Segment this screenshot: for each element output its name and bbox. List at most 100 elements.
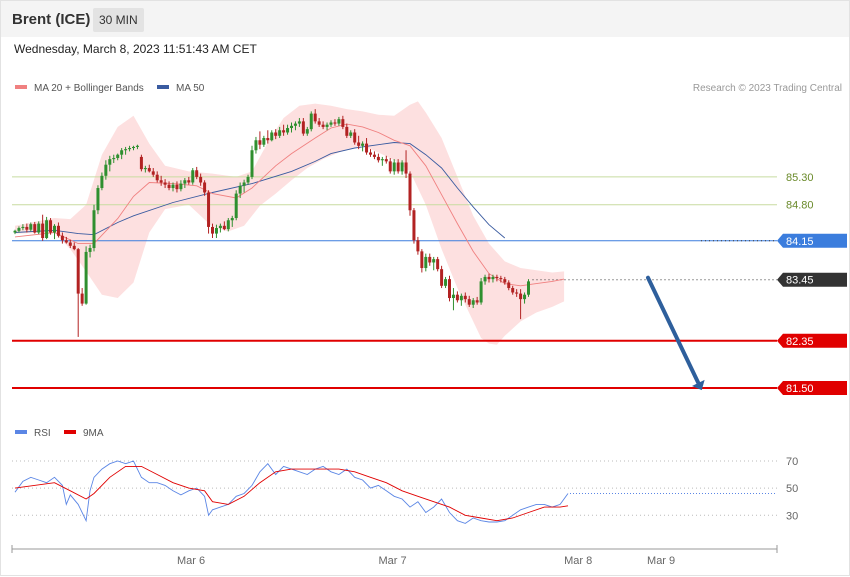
ma50-line: [14, 142, 506, 239]
candle-body: [80, 293, 84, 304]
candle-body: [17, 228, 21, 231]
candle-body: [179, 183, 183, 190]
candle-body: [349, 132, 353, 136]
x-tick-label: Mar 8: [564, 555, 592, 567]
candle-body: [234, 193, 238, 219]
candle-body: [29, 224, 33, 230]
candle-body: [412, 210, 416, 241]
x-tick-label: Mar 6: [177, 555, 205, 567]
candle-body: [254, 140, 258, 151]
candle-body: [266, 138, 270, 141]
candle-body: [84, 251, 88, 304]
level-tag-84.15: [777, 233, 847, 248]
candle-body: [238, 185, 242, 194]
candle-body: [448, 279, 451, 299]
candle-body: [361, 143, 365, 146]
candle-body: [250, 150, 254, 177]
candle-body: [365, 143, 369, 153]
candle-body: [491, 276, 495, 280]
candle-body: [444, 279, 448, 286]
candle-body: [171, 184, 175, 189]
candle-body: [203, 182, 207, 193]
candle-body: [388, 161, 392, 172]
x-tick-label: Mar 9: [647, 555, 675, 567]
candle-body: [155, 174, 159, 181]
rsi-legend: RSI 9MA: [15, 428, 104, 439]
candle-body: [416, 240, 420, 252]
candle-body: [527, 281, 530, 295]
candle-body: [495, 276, 499, 279]
x-axis: Mar 6 Mar 7 Mar 8 Mar 9: [11, 545, 778, 567]
candle-body: [301, 121, 305, 134]
candle-body: [384, 159, 388, 162]
level-tag-82.35: [777, 333, 847, 348]
level-tag-81.50: [777, 381, 847, 396]
candle-body: [116, 154, 120, 159]
candle-body: [183, 180, 187, 184]
candle-body: [207, 192, 211, 227]
ma50-legend-swatch: [157, 85, 169, 89]
candle-body: [222, 225, 226, 230]
candle-body: [56, 225, 60, 236]
level-label-82.35: 82.35: [786, 336, 814, 348]
candle-body: [333, 122, 337, 124]
candle-body: [424, 256, 428, 269]
candle-body: [329, 122, 333, 125]
credit-text: Research © 2023 Trading Central: [693, 83, 842, 94]
candle-body: [471, 300, 475, 305]
candle-body: [218, 225, 222, 229]
candle-body: [519, 293, 523, 300]
candle-body: [33, 224, 37, 233]
candle-body: [451, 294, 455, 299]
timeframe-button[interactable]: 30 MIN: [93, 8, 144, 32]
bollinger-band-area: [15, 101, 565, 345]
candle-body: [147, 168, 151, 172]
candle-body: [404, 162, 408, 174]
candle-body: [392, 162, 396, 172]
ma50-legend-label: MA 50: [176, 83, 205, 94]
candle-body: [357, 142, 361, 146]
candle-body: [459, 295, 463, 301]
candle-body: [293, 123, 297, 126]
forecast-arrow-shaft: [646, 275, 701, 385]
candle-body: [290, 125, 293, 129]
forecast-arrow-head: [691, 379, 705, 391]
candle-body: [104, 164, 108, 176]
price-plot: 85.30 84.80 84.15 83.45 82.35 81.50: [12, 101, 847, 396]
candle-body: [96, 188, 100, 211]
candle-body: [325, 124, 329, 127]
candle-body: [511, 288, 515, 293]
candle-body: [112, 158, 116, 160]
candle-body: [128, 148, 132, 150]
candle-body: [408, 173, 412, 211]
candle-body: [37, 223, 41, 233]
candle-body: [507, 282, 511, 289]
candle-body: [49, 220, 53, 233]
candle-body: [195, 170, 199, 177]
candle-body: [523, 294, 527, 300]
rsi-tick-50: 50: [786, 483, 798, 495]
candle-body: [305, 129, 309, 134]
candle-body: [242, 182, 246, 186]
candle-body: [246, 176, 250, 183]
rsi-9ma-line: [14, 465, 569, 522]
candle-body: [135, 145, 139, 147]
candle-body: [428, 256, 432, 263]
candle-body: [286, 128, 290, 133]
candle-body: [345, 126, 349, 136]
candle-body: [475, 300, 479, 303]
candle-body: [211, 226, 214, 234]
candle-body: [483, 276, 487, 282]
candle-body: [187, 180, 191, 183]
rsi-legend-label: RSI: [34, 428, 51, 439]
legend: MA 20 + Bollinger Bands MA 50 Research ©…: [15, 83, 842, 94]
candle-body: [76, 249, 80, 294]
candle-body: [455, 294, 459, 301]
candle-body: [515, 292, 519, 294]
candle-body: [191, 170, 195, 183]
candle-body: [297, 121, 301, 124]
candle-body: [463, 295, 467, 300]
ma20-legend-swatch: [15, 85, 27, 89]
symbol-title: Brent (ICE): [12, 11, 91, 28]
